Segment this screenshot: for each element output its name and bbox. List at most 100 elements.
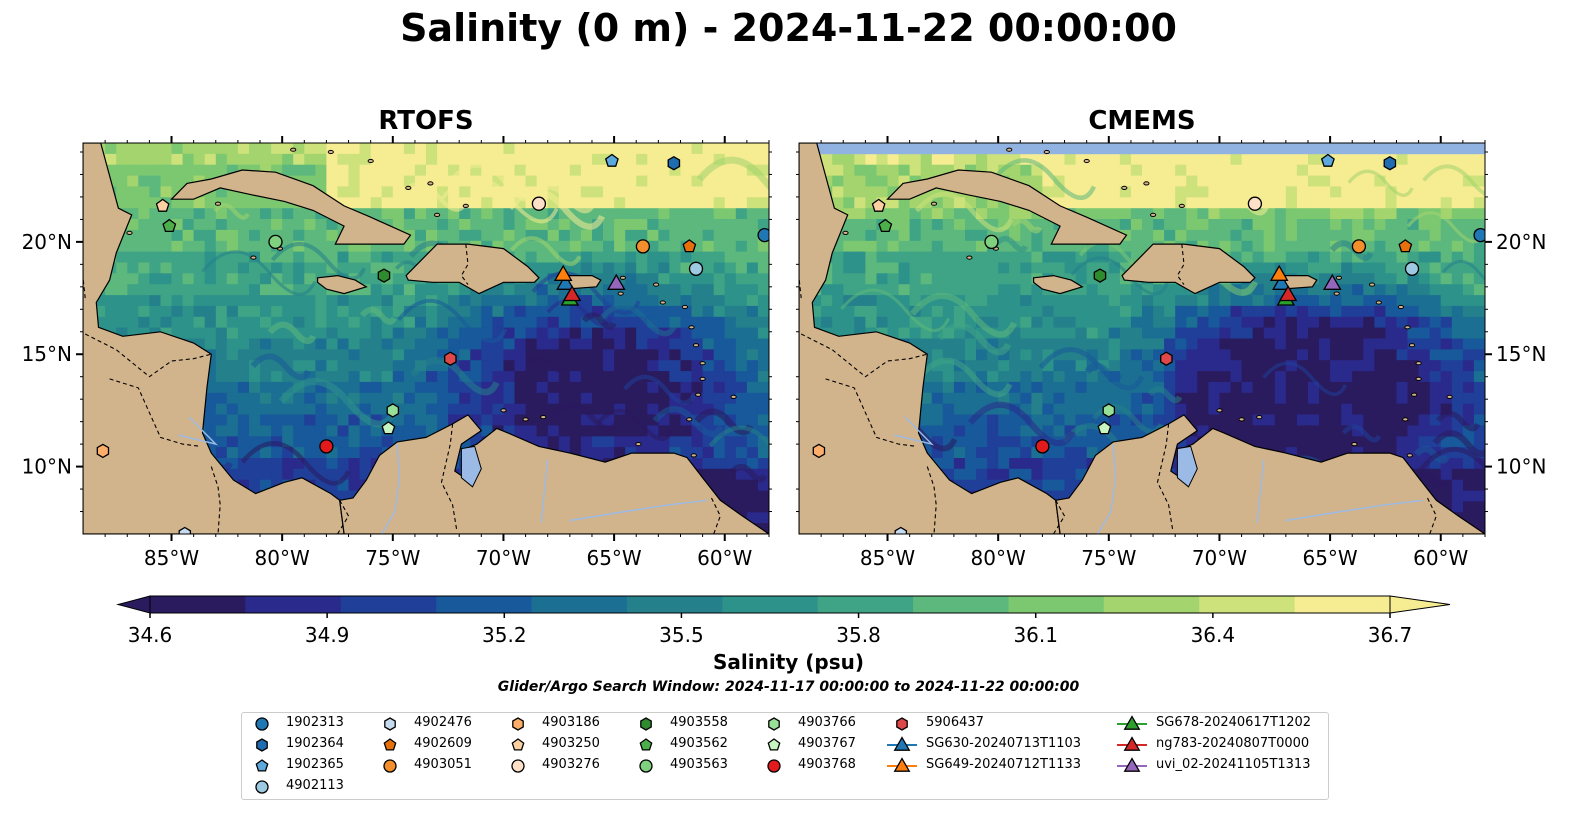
colorbar-tick-label: 35.2	[482, 623, 527, 647]
salinity-cell	[558, 349, 571, 361]
salinity-cell	[898, 305, 911, 318]
salinity-cell	[293, 436, 305, 448]
salinity-cell	[603, 414, 615, 426]
salinity-cell	[1330, 305, 1342, 318]
salinity-cell	[702, 371, 715, 383]
salinity-cell	[315, 468, 328, 481]
salinity-cell	[282, 295, 294, 307]
salinity-cell	[580, 360, 593, 372]
salinity-cell	[580, 338, 593, 350]
salinity-cell	[204, 381, 217, 394]
salinity-cell	[1352, 284, 1364, 296]
salinity-cell	[1473, 295, 1485, 307]
salinity-cell	[514, 392, 527, 405]
salinity-cell	[821, 305, 833, 318]
observation-marker	[268, 234, 283, 250]
salinity-cell	[536, 403, 549, 416]
salinity-cell	[414, 284, 427, 296]
salinity-cell	[1042, 392, 1055, 405]
salinity-cell	[1186, 436, 1198, 448]
salinity-cell	[1385, 425, 1398, 437]
salinity-cell	[215, 284, 228, 296]
salinity-cell	[1308, 251, 1320, 264]
salinity-cell	[1130, 403, 1143, 416]
salinity-cell	[931, 208, 944, 220]
salinity-cell	[1374, 371, 1387, 383]
salinity-cell	[348, 371, 361, 383]
salinity-cell	[713, 436, 726, 448]
salinity-cell	[448, 316, 460, 329]
salinity-cell	[1330, 371, 1342, 383]
salinity-cell	[1440, 229, 1453, 242]
salinity-cell	[1274, 403, 1287, 416]
salinity-cell	[1374, 186, 1387, 198]
salinity-cell	[182, 164, 195, 177]
salinity-cell	[832, 327, 844, 340]
salinity-cell	[757, 305, 769, 318]
salinity-cell	[193, 273, 206, 285]
salinity-cell	[260, 153, 272, 166]
salinity-cell	[481, 414, 493, 426]
salinity-cell	[215, 295, 228, 307]
salinity-cell	[249, 316, 261, 329]
salinity-cell	[260, 305, 272, 318]
salinity-cell	[603, 208, 615, 220]
salinity-cell	[271, 371, 283, 383]
salinity-cell	[1308, 305, 1320, 318]
salinity-cell	[426, 360, 438, 372]
salinity-cell	[304, 327, 316, 340]
salinity-cell	[865, 251, 878, 264]
salinity-cell	[403, 208, 416, 220]
salinity-cell	[326, 219, 339, 231]
salinity-cell	[392, 197, 405, 209]
salinity-cell	[920, 425, 933, 437]
salinity-cell	[1086, 251, 1099, 264]
salinity-cell	[1363, 295, 1375, 307]
salinity-cell	[1330, 360, 1342, 372]
salinity-cell	[237, 468, 250, 481]
salinity-cell	[1075, 468, 1088, 481]
y-tick-label: 10°N	[1496, 455, 1546, 479]
salinity-cell	[1164, 403, 1176, 416]
salinity-cell	[1407, 371, 1420, 383]
salinity-cell	[481, 381, 493, 394]
salinity-cell	[437, 219, 449, 231]
salinity-cell	[965, 349, 977, 361]
salinity-cell	[876, 175, 889, 188]
salinity-cell	[1263, 349, 1276, 361]
salinity-cell	[116, 262, 128, 274]
salinity-cell	[1429, 262, 1442, 274]
salinity-cell	[691, 197, 704, 209]
salinity-cell	[1097, 164, 1110, 177]
salinity-cell	[215, 360, 228, 372]
salinity-cell	[1473, 349, 1485, 361]
salinity-cell	[326, 164, 339, 177]
salinity-cell	[603, 284, 615, 296]
salinity-cell	[942, 425, 955, 437]
salinity-cell	[898, 251, 911, 264]
salinity-cell	[1407, 392, 1420, 405]
y-tick-label: 15°N	[22, 342, 72, 366]
salinity-cell	[713, 447, 726, 459]
salinity-cell	[821, 316, 833, 329]
salinity-cell	[702, 175, 715, 188]
landmass-jamaica	[1033, 274, 1084, 295]
salinity-cell	[625, 251, 637, 264]
salinity-cell	[1075, 186, 1088, 198]
salinity-cell	[558, 240, 571, 253]
salinity-cell	[271, 284, 283, 296]
salinity-cell	[636, 273, 648, 285]
salinity-cell	[965, 338, 977, 350]
salinity-cell	[514, 403, 527, 416]
salinity-cell	[260, 208, 272, 220]
salinity-cell	[514, 305, 527, 318]
salinity-cell	[226, 197, 239, 209]
salinity-cell	[260, 295, 272, 307]
salinity-cell	[757, 523, 769, 534]
salinity-cell	[503, 305, 516, 318]
salinity-cell	[942, 197, 955, 209]
salinity-cell	[669, 305, 682, 318]
salinity-cell	[260, 403, 272, 416]
salinity-cell	[1164, 360, 1176, 372]
salinity-cell	[392, 175, 405, 188]
